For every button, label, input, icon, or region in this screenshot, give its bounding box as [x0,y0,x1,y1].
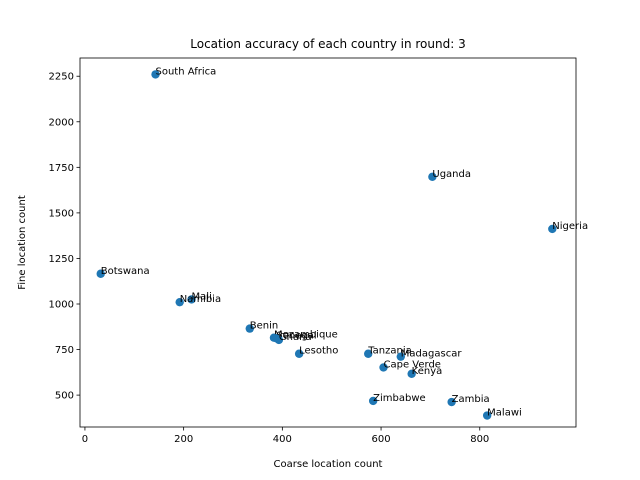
y-tick-label: 1250 [49,254,74,265]
point-label: Nigeria [552,221,588,232]
data-point [245,324,254,333]
x-axis-label: Coarse location count [274,459,383,470]
point-label: Namibia [180,294,221,305]
point-label: Benin [250,321,278,332]
x-tick-label: 600 [372,434,391,445]
data-point [396,352,405,361]
x-tick-label: 400 [273,434,292,445]
point-label: Zimbabwe [373,393,426,404]
point-label: Zambia [452,394,490,405]
data-point [548,224,557,234]
data-point [187,295,196,304]
point-label: Tanzania [367,346,412,357]
chart-title: Location accuracy of each country in rou… [190,37,465,51]
data-point [482,411,492,420]
data-point [175,297,184,307]
point-label: South Africa [156,66,217,77]
data-point [294,349,304,358]
point-label: Mali [192,291,212,302]
point-label: Lesotho [299,346,338,357]
point-label: Malawi [487,408,522,419]
data-point [96,269,105,278]
y-tick-label: 750 [55,345,74,356]
point-label: Ghana [279,332,312,343]
data-point [364,349,373,358]
x-tick-label: 200 [174,434,193,445]
data-point [274,335,284,345]
point-label: Cape Verde [384,359,441,370]
point-label: Madagascar [401,349,463,360]
data-point [379,363,388,372]
y-axis: 500 750 1000 1250 1500 1750 2000 2250 [49,72,80,402]
y-tick-label: 1000 [49,300,74,311]
data-point [151,70,160,79]
y-tick-label: 1500 [49,208,74,219]
point-label: Uganda [432,169,471,180]
plot-area [79,57,577,428]
x-tick-label: 800 [470,434,489,445]
point-label: Mozambique [274,330,338,341]
data-points: South Africa Uganda Nigeria Botswana MaliNam… [96,66,588,420]
x-axis: 0 200 400 600 800 [82,427,489,445]
x-tick-label: 0 [82,434,88,445]
point-label: Botswana [101,266,150,277]
y-tick-label: 500 [55,391,74,402]
y-tick-label: 2000 [49,117,74,128]
y-axis-label: Fine location count [17,195,28,290]
data-point [407,369,416,378]
data-point [447,397,456,407]
data-point [368,396,378,406]
y-tick-label: 2250 [49,72,74,83]
point-label: Kenya [412,366,443,377]
point-label: Senegal [276,330,316,341]
data-point [428,172,437,182]
y-tick-label: 1750 [49,163,74,174]
